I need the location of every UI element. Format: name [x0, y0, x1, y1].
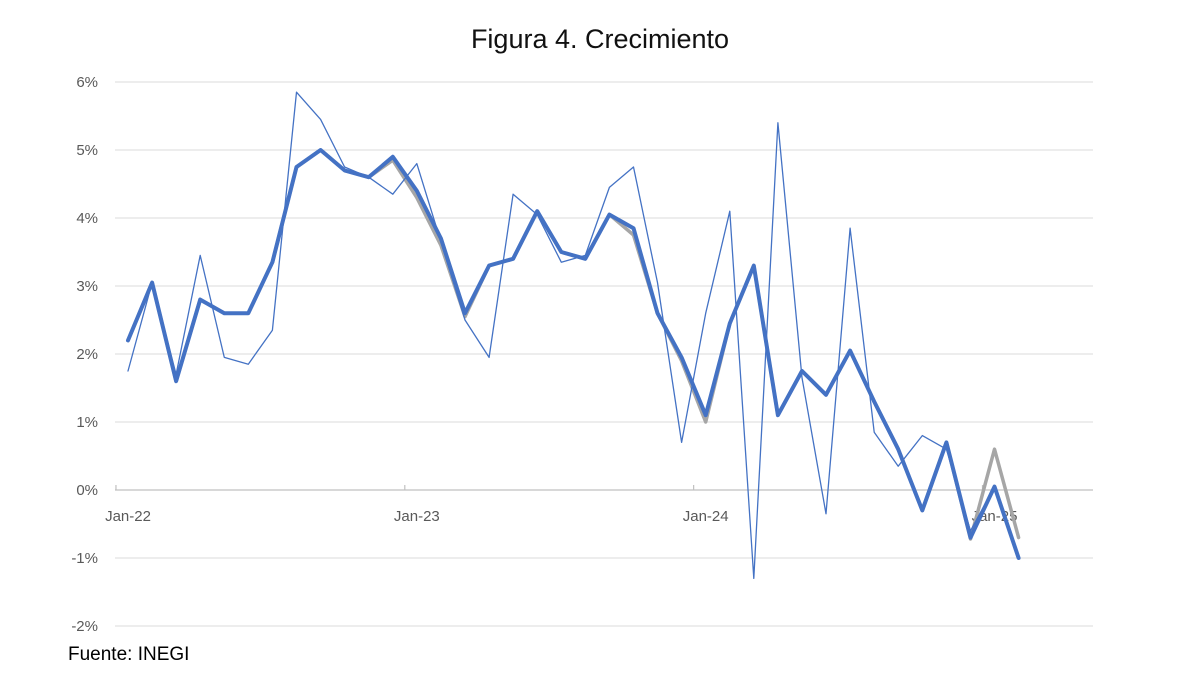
- chart-title: Figura 4. Crecimiento: [470, 24, 730, 54]
- y-axis-label: 1%: [76, 414, 98, 431]
- y-axis-label: 0%: [76, 482, 98, 499]
- y-axis-label: 2%: [76, 346, 98, 363]
- y-axis-label: 6%: [76, 74, 98, 91]
- source-note: Fuente: INEGI: [68, 644, 190, 665]
- y-axis-label: 5%: [76, 142, 98, 159]
- x-axis-label: Jan-23: [394, 508, 440, 525]
- y-axis-label: -2%: [71, 618, 98, 635]
- y-axis-label: 4%: [76, 210, 98, 227]
- y-axis-label: 3%: [76, 278, 98, 295]
- x-axis-label: Jan-24: [683, 508, 729, 525]
- x-axis-label: Jan-22: [105, 508, 151, 525]
- y-axis-label: -1%: [71, 550, 98, 567]
- series-line-serie-mensual-delgada: [127, 91, 1020, 580]
